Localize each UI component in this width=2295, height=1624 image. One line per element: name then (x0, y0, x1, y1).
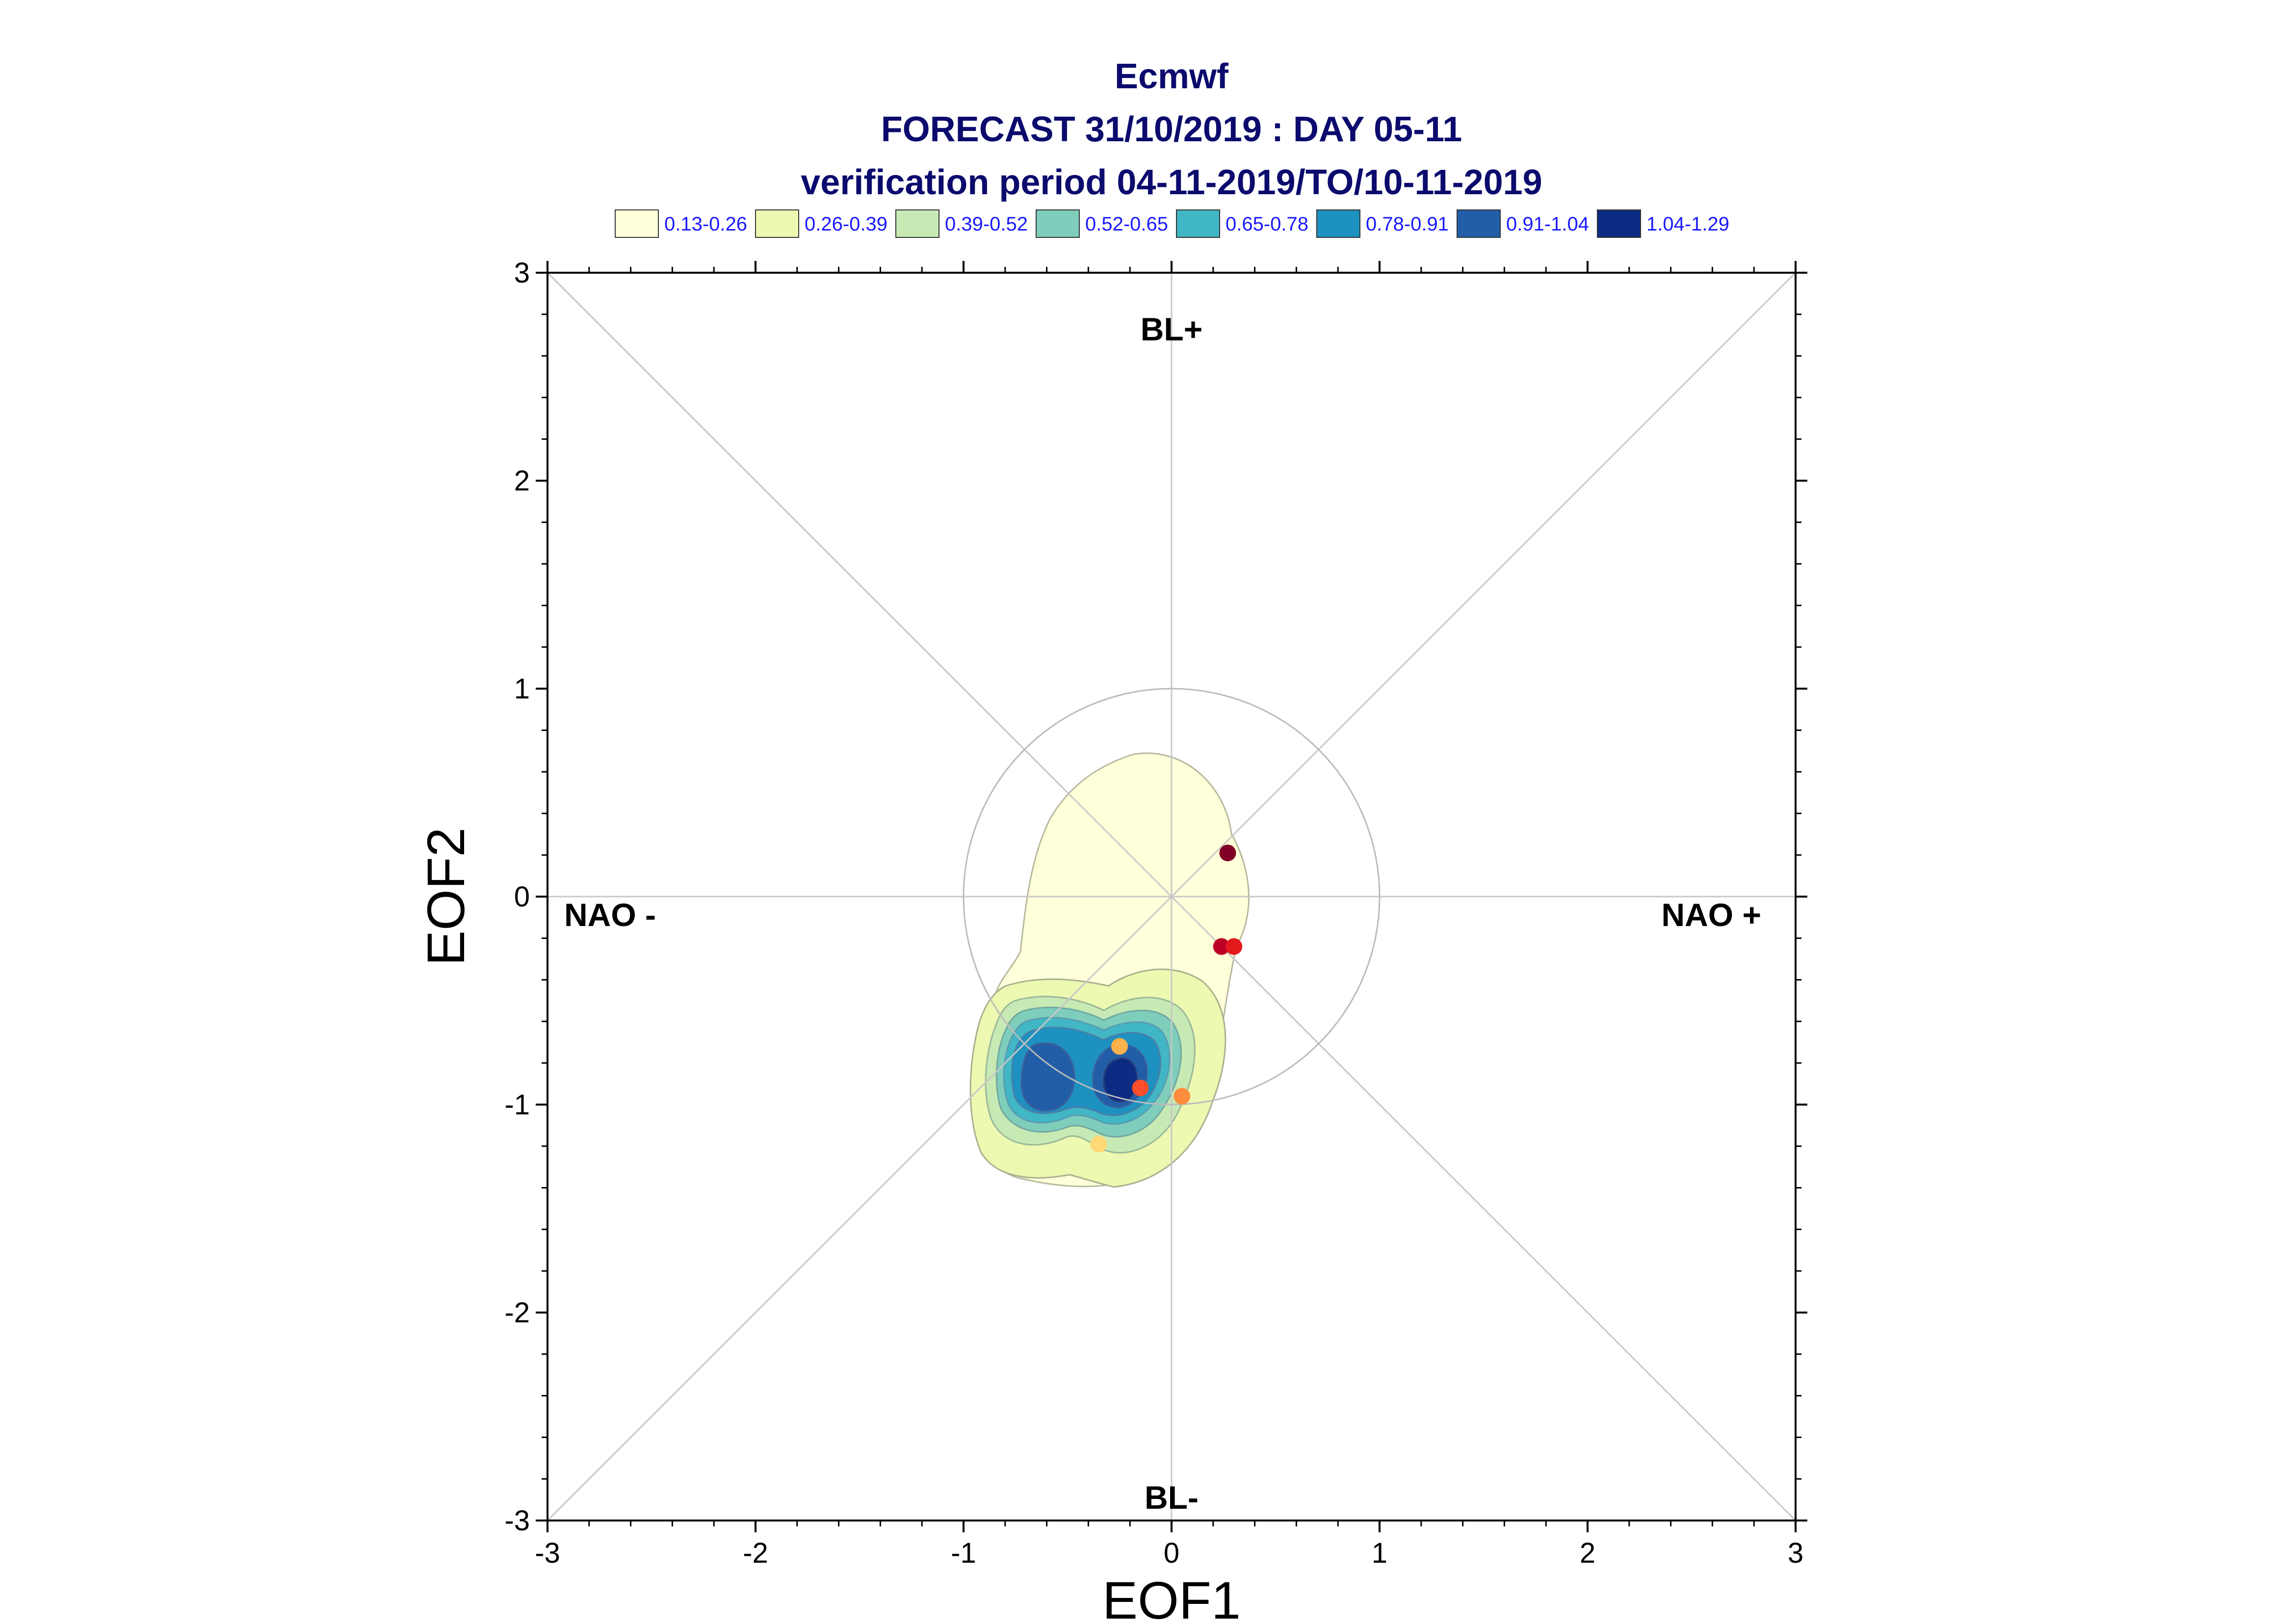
region-label-nao-plus: NAO + (1661, 897, 1761, 933)
legend-label: 0.13-0.26 (664, 213, 747, 235)
y-tick-label: -2 (504, 1297, 530, 1329)
y-axis-label: EOF2 (416, 827, 475, 966)
legend-swatch (755, 209, 799, 238)
unit-circle (963, 688, 1381, 1106)
ensemble-point (1111, 1038, 1128, 1055)
region-label-bl-plus: BL+ (1141, 311, 1203, 347)
legend-label: 0.65-0.78 (1226, 213, 1308, 235)
ensemble-points (1090, 844, 1243, 1153)
region-label-bl-minus: BL- (1145, 1479, 1199, 1516)
x-tick-label: 2 (1580, 1537, 1595, 1569)
legend-swatch (1316, 209, 1360, 238)
ensemble-point (1132, 1080, 1149, 1097)
ensemble-point (1226, 938, 1243, 955)
legend-label: 0.39-0.52 (945, 213, 1028, 235)
region-label-nao-minus: NAO - (564, 897, 656, 933)
density-contour-1.04 (1103, 1057, 1138, 1103)
title-line-3: verification period 04-11-2019/TO/10-11-… (801, 163, 1542, 202)
axis-ticks: -3 -2 -1 0 1 2 3 -3 -2 -1 0 1 2 3 (504, 257, 1807, 1569)
density-contour-0.91-left (1020, 1042, 1075, 1112)
legend-swatch (1036, 209, 1080, 238)
y-tick-label: 0 (514, 881, 530, 913)
x-tick-label: 0 (1164, 1537, 1179, 1569)
y-tick-label: 2 (514, 465, 530, 497)
density-contours (969, 752, 1250, 1188)
legend-label: 0.52-0.65 (1085, 213, 1168, 235)
title-line-1: Ecmwf (1115, 57, 1229, 96)
y-tick-label: -3 (504, 1505, 530, 1537)
legend-swatch (615, 209, 659, 238)
ensemble-point (1090, 1135, 1107, 1153)
x-tick-label: 1 (1372, 1537, 1387, 1569)
y-tick-label: -1 (504, 1089, 530, 1121)
x-tick-label: -1 (951, 1537, 976, 1569)
y-tick-label: 1 (514, 673, 530, 705)
legend-label: 0.26-0.39 (805, 213, 887, 235)
x-tick-label: -3 (535, 1537, 560, 1569)
legend-swatch (1597, 209, 1641, 238)
title-line-2: FORECAST 31/10/2019 : DAY 05-11 (881, 110, 1462, 149)
ensemble-point (1213, 938, 1230, 955)
chart-title: Ecmwf FORECAST 31/10/2019 : DAY 05-11 veri… (801, 57, 1542, 202)
legend-label: 0.78-0.91 (1366, 213, 1449, 235)
legend-swatch (1176, 209, 1220, 238)
legend-swatch (1457, 209, 1501, 238)
y-tick-label: 3 (514, 257, 530, 289)
legend-label: 0.91-1.04 (1506, 213, 1589, 235)
x-tick-label: -2 (743, 1537, 768, 1569)
x-tick-label: 3 (1788, 1537, 1803, 1569)
density-legend: 0.13-0.26 0.26-0.39 0.39-0.52 0.52-0.65 0.65… (615, 209, 1729, 238)
legend-label: 1.04-1.29 (1646, 213, 1729, 235)
reference-lines (548, 273, 1796, 1521)
legend-swatch (895, 209, 939, 238)
x-axis-label: EOF1 (1102, 1571, 1241, 1624)
ensemble-point (1219, 844, 1236, 861)
ensemble-point (1174, 1088, 1191, 1105)
